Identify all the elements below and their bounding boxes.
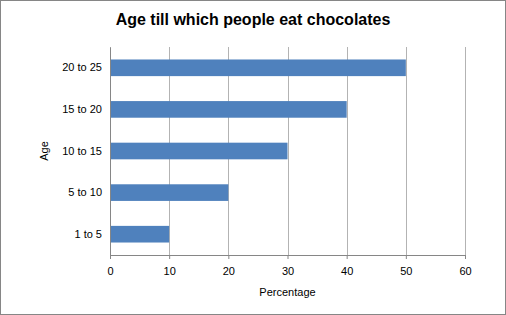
title: Age till which people eat chocolates [116,11,391,28]
bar [110,101,347,118]
tick: 50 [400,255,412,277]
tick: 20 [223,255,235,277]
bar [110,59,406,76]
tick-mark [347,255,348,259]
grid-line [406,47,407,255]
bar [110,184,228,201]
tick-mark [465,255,466,259]
tick: 10 to 15 [62,145,110,157]
tick-label: 40 [341,265,353,277]
axis-line [111,256,466,260]
tick: 40 [341,255,353,277]
tick-mark [228,255,229,259]
axis-line [110,48,111,256]
tick: 0 [107,255,113,277]
value-axis: 0 10 20 30 40 50 60 [107,255,471,277]
bar [110,143,288,160]
tick-label: 30 [282,265,294,277]
tick-label: 0 [107,265,113,277]
y-axis-title: Age [38,141,50,161]
grid-line [347,47,348,255]
tick: 20 to 25 [62,61,110,73]
bars [110,59,406,242]
grid [111,47,466,255]
plot: 0 10 20 30 40 50 60 1 to 5 5 to 10 10 to 15 15 to … [62,47,471,277]
tick: 30 [282,255,294,277]
tick-label: 10 [164,265,176,277]
tick-mark [288,255,289,259]
tick-label: 5 to 10 [68,186,102,198]
tick: 10 [164,255,176,277]
bar [110,226,169,243]
tick-mark [169,255,170,259]
tick-label: 20 to 25 [62,61,102,73]
tick: 15 to 20 [62,103,110,115]
chart: 0 10 20 30 40 50 60 1 to 5 5 to 10 10 to 15 15 to … [0,0,506,315]
tick-label: 50 [400,265,412,277]
tick-label: 1 to 5 [74,228,102,240]
grid-line [110,47,111,255]
tick-label: 15 to 20 [62,103,102,115]
tick-label: 10 to 15 [62,145,102,157]
tick-label: 20 [223,265,235,277]
tick-mark [110,255,111,259]
tick: 60 [459,255,471,277]
grid-line [465,47,466,255]
category-axis: 1 to 5 5 to 10 10 to 15 15 to 20 20 to 25 [62,48,110,256]
grid-line [288,47,289,255]
tick: 5 to 10 [68,186,110,198]
chart-frame [1,1,506,315]
tick-label: 60 [459,265,471,277]
tick-mark [406,255,407,259]
x-axis-title: Percentage [259,286,315,298]
tick: 1 to 5 [74,228,110,240]
